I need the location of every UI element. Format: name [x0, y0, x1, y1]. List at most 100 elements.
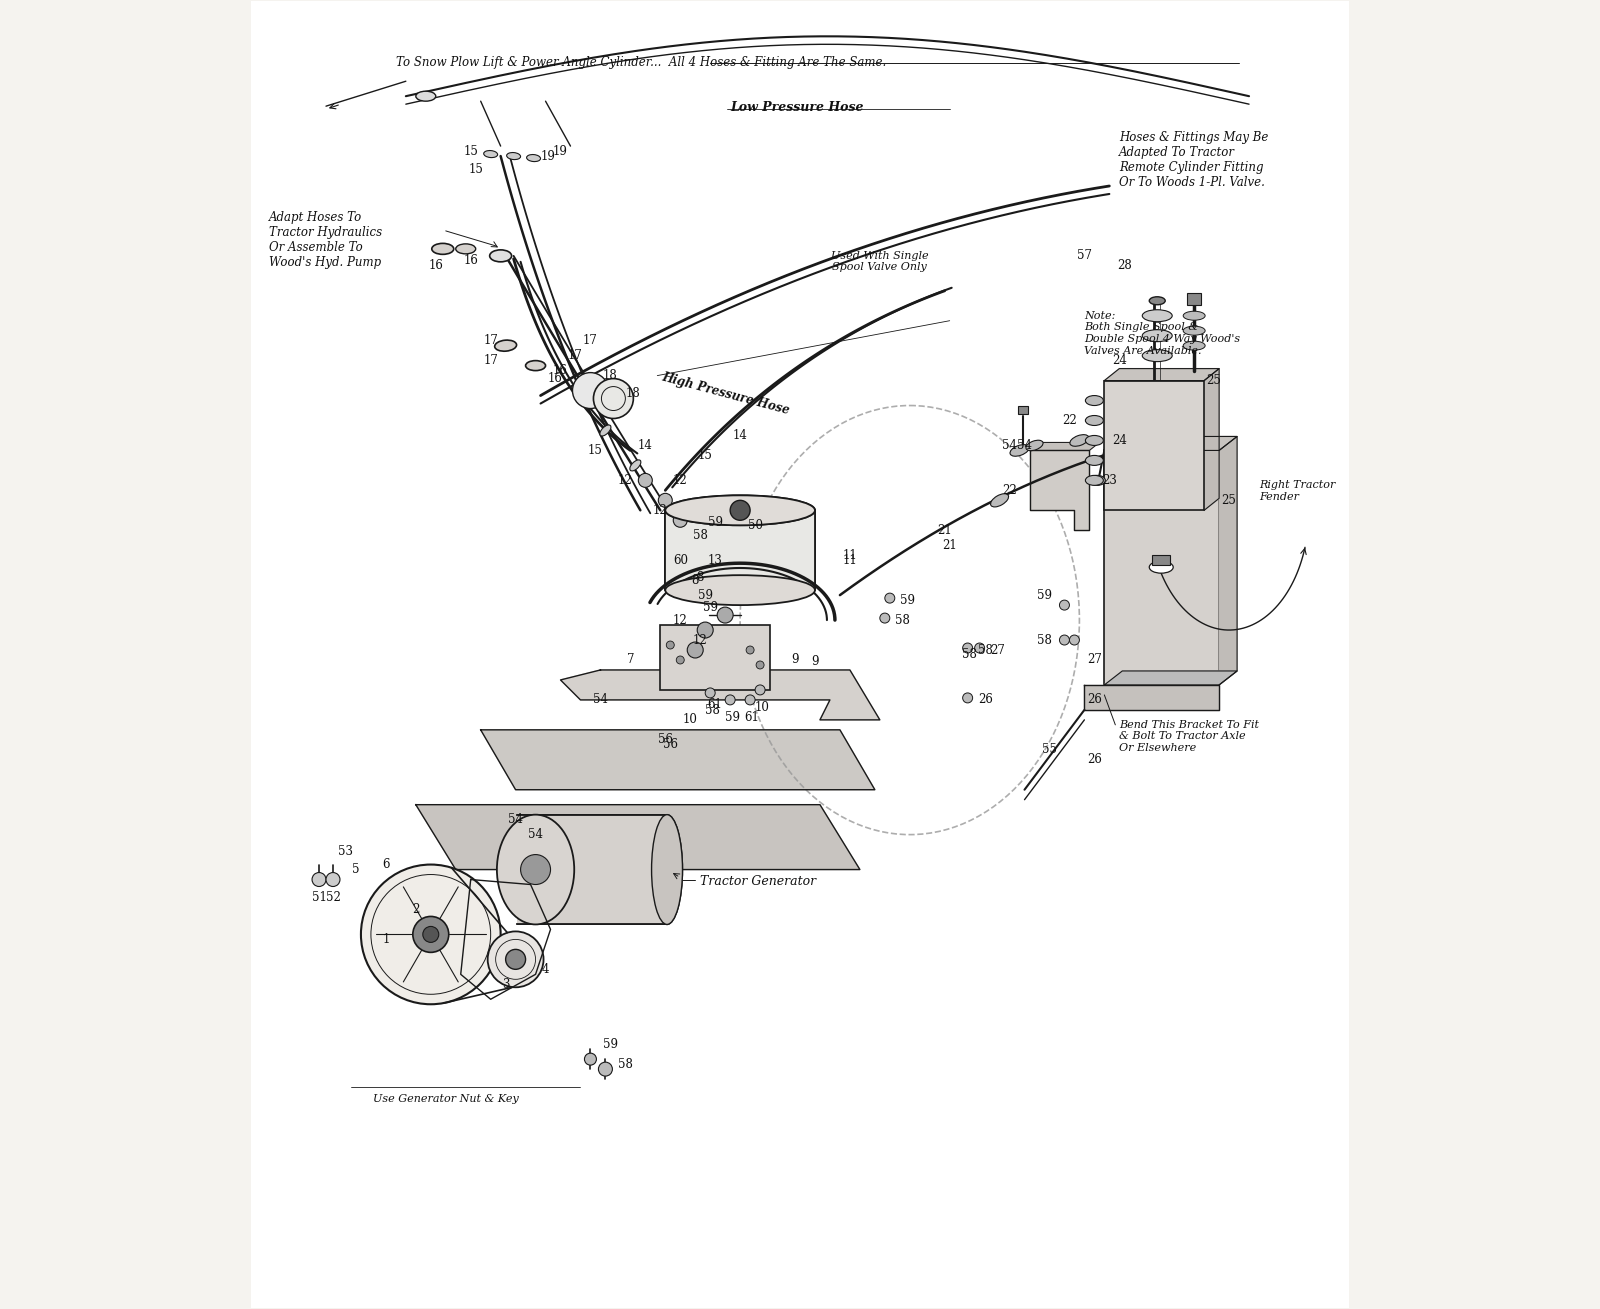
- Polygon shape: [480, 730, 875, 789]
- Circle shape: [1059, 600, 1069, 610]
- Polygon shape: [1104, 369, 1219, 381]
- Text: 51: 51: [312, 891, 326, 905]
- Circle shape: [880, 613, 890, 623]
- Text: 10: 10: [755, 702, 770, 715]
- Text: 50: 50: [747, 518, 763, 531]
- Text: 17: 17: [582, 334, 598, 347]
- Circle shape: [422, 927, 438, 942]
- Circle shape: [677, 656, 685, 664]
- Circle shape: [362, 864, 501, 1004]
- Text: 59: 59: [1037, 589, 1051, 602]
- Text: 26: 26: [978, 694, 994, 707]
- Circle shape: [594, 378, 634, 419]
- Text: 58: 58: [896, 614, 910, 627]
- Text: 25: 25: [1206, 374, 1221, 387]
- Text: 12: 12: [674, 474, 688, 487]
- Text: 18: 18: [603, 369, 618, 382]
- Text: 59: 59: [707, 516, 723, 529]
- Text: 19: 19: [541, 149, 555, 162]
- Text: Bend This Bracket To Fit
& Bolt To Tractor Axle
Or Elsewhere: Bend This Bracket To Fit & Bolt To Tract…: [1120, 720, 1259, 753]
- Bar: [661, 626, 770, 690]
- Text: 26: 26: [1086, 694, 1102, 707]
- Ellipse shape: [507, 153, 520, 160]
- Ellipse shape: [651, 814, 683, 924]
- Ellipse shape: [1085, 415, 1104, 425]
- Text: Hoses & Fittings May Be
Adapted To Tractor
Remote Cylinder Fitting
Or To Woods 1: Hoses & Fittings May Be Adapted To Tract…: [1120, 131, 1269, 188]
- Ellipse shape: [416, 92, 435, 101]
- Circle shape: [746, 647, 754, 654]
- Ellipse shape: [1142, 350, 1173, 361]
- Polygon shape: [1219, 436, 1237, 685]
- Circle shape: [584, 1054, 597, 1066]
- Text: Used With Single
Spool Valve Only: Used With Single Spool Valve Only: [830, 251, 928, 272]
- Text: 24: 24: [1112, 355, 1126, 367]
- Circle shape: [688, 641, 704, 658]
- Polygon shape: [1029, 442, 1099, 450]
- Text: 59: 59: [901, 593, 915, 606]
- Text: 54: 54: [1018, 439, 1032, 452]
- Ellipse shape: [1085, 436, 1104, 445]
- Text: 61: 61: [744, 711, 760, 724]
- Text: 17: 17: [568, 350, 582, 363]
- Text: 58: 58: [1037, 634, 1051, 647]
- Circle shape: [674, 513, 688, 528]
- Ellipse shape: [1085, 395, 1104, 406]
- Circle shape: [413, 916, 448, 953]
- Text: 22: 22: [1002, 484, 1018, 497]
- Text: 12: 12: [693, 634, 707, 647]
- Text: 54: 54: [528, 829, 542, 842]
- Ellipse shape: [1182, 326, 1205, 335]
- Ellipse shape: [1085, 475, 1104, 486]
- Text: High Pressure Hose: High Pressure Hose: [661, 370, 790, 418]
- Polygon shape: [1029, 450, 1090, 530]
- Text: 59: 59: [725, 711, 739, 724]
- Circle shape: [573, 373, 608, 408]
- Text: 57: 57: [1077, 249, 1091, 262]
- Text: 16: 16: [464, 254, 478, 267]
- Text: 16: 16: [549, 372, 563, 385]
- Circle shape: [312, 873, 326, 886]
- Text: 8: 8: [696, 571, 704, 584]
- Ellipse shape: [651, 814, 683, 924]
- Ellipse shape: [1142, 330, 1173, 342]
- Circle shape: [885, 593, 894, 603]
- Text: 14: 14: [733, 429, 747, 442]
- Ellipse shape: [666, 575, 814, 605]
- Circle shape: [666, 641, 674, 649]
- Circle shape: [598, 1062, 613, 1076]
- Ellipse shape: [1149, 297, 1165, 305]
- Text: 12: 12: [653, 504, 667, 517]
- Text: 56: 56: [658, 733, 672, 746]
- Circle shape: [755, 685, 765, 695]
- Circle shape: [730, 500, 750, 520]
- Ellipse shape: [630, 459, 642, 471]
- Text: 12: 12: [674, 614, 688, 627]
- Circle shape: [717, 607, 733, 623]
- Ellipse shape: [600, 425, 611, 436]
- Text: 52: 52: [325, 891, 341, 905]
- Polygon shape: [1104, 436, 1237, 450]
- Ellipse shape: [1070, 435, 1090, 446]
- Text: 19: 19: [554, 144, 568, 157]
- Text: 8: 8: [691, 573, 699, 586]
- Circle shape: [974, 643, 984, 653]
- Ellipse shape: [494, 340, 517, 351]
- Bar: [666, 511, 814, 590]
- Ellipse shape: [1142, 310, 1173, 322]
- Bar: [1104, 450, 1219, 685]
- Text: 10: 10: [683, 713, 698, 726]
- Text: 61: 61: [707, 699, 723, 711]
- Ellipse shape: [498, 814, 574, 924]
- Text: 58: 58: [962, 648, 978, 661]
- Bar: [1018, 406, 1027, 414]
- Text: 26: 26: [1086, 753, 1102, 766]
- Text: 60: 60: [672, 554, 688, 567]
- Ellipse shape: [1090, 475, 1106, 486]
- Circle shape: [746, 695, 755, 704]
- Ellipse shape: [526, 154, 541, 161]
- Text: 54: 54: [1002, 439, 1018, 452]
- Text: 24: 24: [1112, 435, 1126, 446]
- Circle shape: [326, 873, 339, 886]
- Text: 21: 21: [942, 539, 957, 551]
- Text: 17: 17: [483, 334, 498, 347]
